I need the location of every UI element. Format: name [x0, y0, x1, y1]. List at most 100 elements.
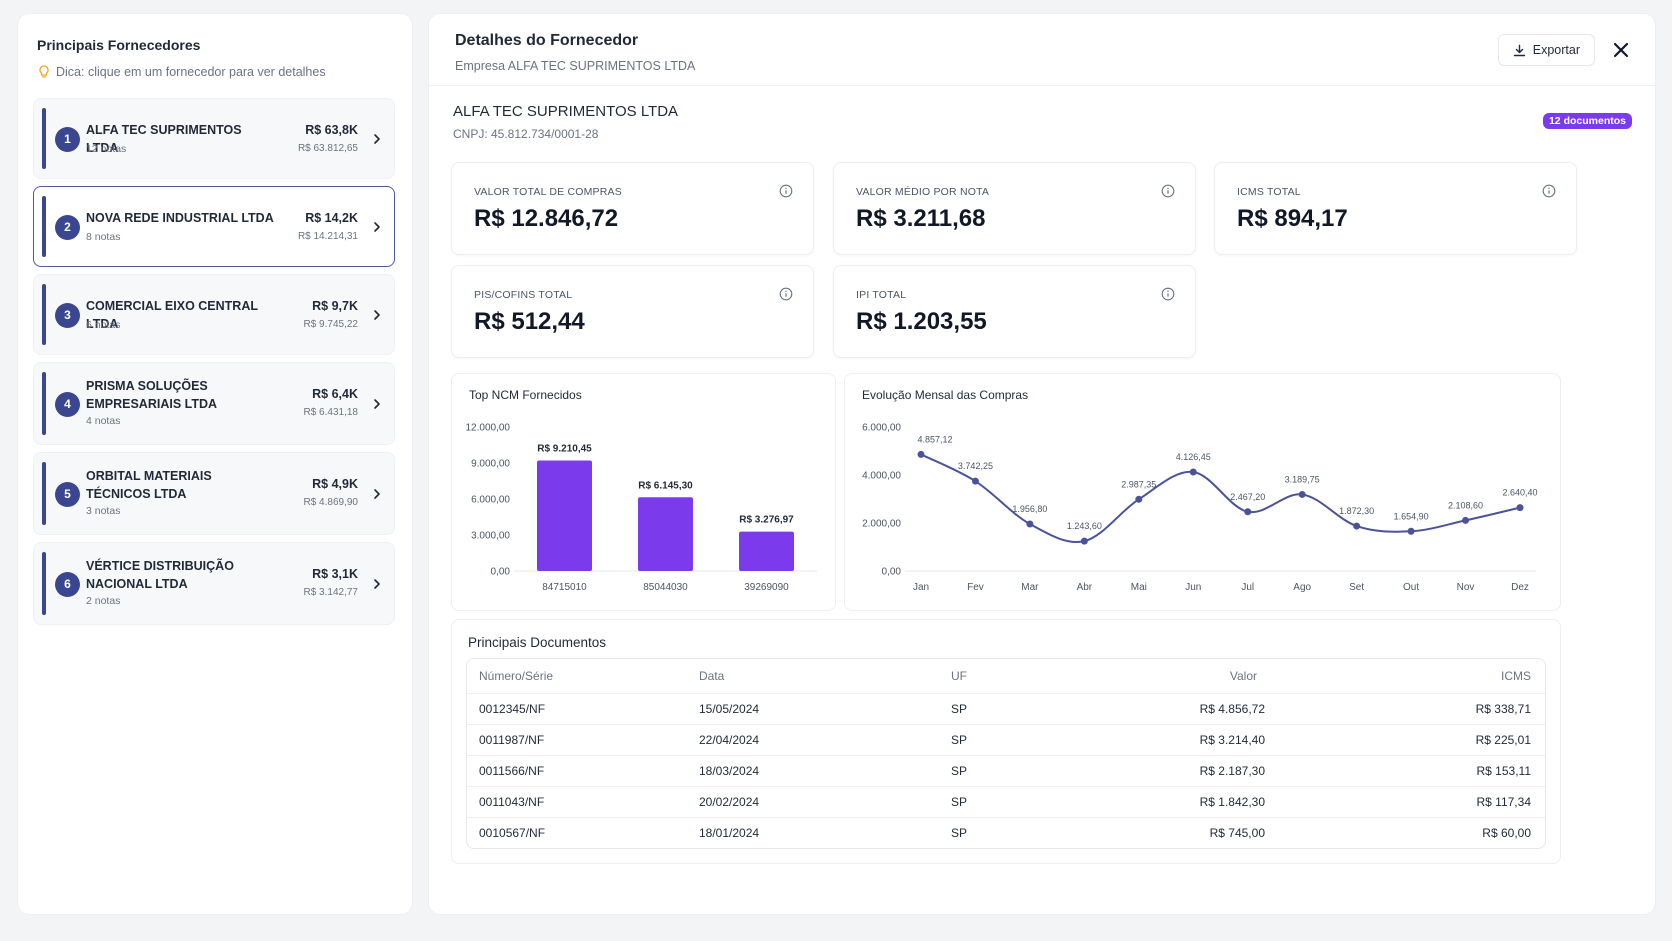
- supplier-item[interactable]: 2 NOVA REDE INDUSTRIAL LTDA 8 notas R$ 1…: [33, 186, 395, 267]
- data-point: [1407, 527, 1415, 535]
- kpi-card-average: VALOR MÉDIO POR NOTA R$ 3.211,68: [833, 162, 1196, 255]
- supplier-amount-full: R$ 9.745,22: [303, 319, 359, 330]
- cell-date: 18/03/2024: [699, 764, 760, 778]
- company-cnpj: CNPJ: 45.812.734/0001-28: [453, 127, 599, 141]
- rank-badge: 6: [55, 571, 80, 597]
- supplier-amount: R$ 9,7K: [312, 299, 358, 313]
- cell-date: 20/02/2024: [699, 795, 760, 809]
- chevron-right-icon: [374, 578, 380, 589]
- x-tick-label: Out: [1403, 582, 1419, 593]
- rank-badge: 3: [55, 302, 80, 328]
- supplier-amount: R$ 63,8K: [305, 123, 358, 137]
- table-row[interactable]: 0011043/NF 20/02/2024 SP R$ 1.842,30 R$ …: [467, 786, 1545, 817]
- supplier-accent-bar: [42, 462, 46, 525]
- export-button[interactable]: Exportar: [1497, 34, 1595, 66]
- ncm-bar-chart: 0,00 3.000,00 6.000,00 9.000,00 12.000,00 R$ …: [466, 423, 817, 593]
- supplier-notes: 2 notas: [86, 595, 121, 607]
- table-row[interactable]: 0011987/NF 22/04/2024 SP R$ 3.214,40 R$ …: [467, 724, 1545, 755]
- chevron-right-icon: [374, 133, 380, 144]
- bar: [739, 531, 794, 571]
- cell-value: R$ 4.856,72: [1199, 702, 1265, 716]
- supplier-accent-bar: [42, 108, 46, 169]
- supplier-amount: R$ 14,2K: [305, 211, 358, 225]
- point-value-label: 2.467,20: [1230, 492, 1265, 502]
- x-tick-label: Jan: [913, 582, 929, 593]
- cell-date: 15/05/2024: [699, 702, 760, 716]
- info-icon[interactable]: [779, 287, 793, 301]
- company-name: ALFA TEC SUPRIMENTOS LTDA: [453, 103, 679, 120]
- x-tick-label: 85044030: [643, 582, 688, 593]
- kpi-card-piscofins: PIS/COFINS TOTAL R$ 512,44: [451, 265, 814, 358]
- cell-uf: SP: [951, 795, 968, 809]
- supplier-name: PRISMA SOLUÇÕES EMPRESARIAIS LTDA: [86, 379, 218, 411]
- table-row[interactable]: 0011566/NF 18/03/2024 SP R$ 2.187,30 R$ …: [467, 755, 1545, 786]
- supplier-notes: 3 notas: [86, 505, 121, 517]
- chevron-right-icon: [374, 221, 380, 232]
- supplier-item[interactable]: 3 COMERCIAL EIXO CENTRAL LTDA 6 notas R$…: [33, 274, 395, 355]
- ncm-chart-card: Top NCM Fornecidos 0,00 3.000,00 6.000,00 9…: [451, 373, 836, 611]
- supplier-name: ORBITAL MATERIAIS TÉCNICOS LTDA: [86, 469, 212, 501]
- x-tick-label: 84715010: [542, 582, 587, 593]
- info-icon[interactable]: [1542, 184, 1556, 198]
- data-point: [1462, 516, 1470, 524]
- col-header-number: Número/Série: [479, 669, 554, 683]
- bar-value-label: R$ 9.210,45: [537, 443, 592, 454]
- y-tick-label: 6.000,00: [862, 423, 901, 434]
- kpi-label: ICMS TOTAL: [1237, 186, 1301, 198]
- documents-card: Principais Documentos Número/Série Data …: [451, 619, 1561, 864]
- chevron-right-icon: [374, 398, 380, 409]
- info-icon[interactable]: [1161, 287, 1175, 301]
- supplier-accent-bar: [42, 372, 46, 435]
- cell-uf: SP: [951, 826, 968, 840]
- chevron-right-icon: [374, 488, 380, 499]
- data-point: [917, 450, 925, 458]
- monthly-line-chart: 0,00 2.000,00 4.000,00 6.000,00 4.857,12 Jan 3…: [862, 423, 1537, 594]
- table-row[interactable]: 0012345/NF 15/05/2024 SP R$ 4.856,72 R$ …: [467, 693, 1545, 724]
- documents-table: Número/Série Data UF Valor ICMS 0012345/…: [466, 658, 1546, 849]
- col-header-date: Data: [699, 669, 725, 683]
- detail-title: Detalhes do Fornecedor: [455, 32, 639, 49]
- data-point: [1135, 495, 1143, 503]
- cell-icms: R$ 153,11: [1476, 764, 1532, 778]
- series-line: [920, 453, 1521, 544]
- point-value-label: 3.742,25: [958, 461, 993, 471]
- supplier-amount-full: R$ 3.142,77: [303, 587, 359, 598]
- cell-icms: R$ 225,01: [1475, 733, 1531, 747]
- header-divider: [429, 85, 1655, 86]
- data-point: [1026, 520, 1034, 528]
- supplier-item[interactable]: 5 ORBITAL MATERIAIS TÉCNICOS LTDA 3 nota…: [33, 452, 395, 535]
- col-header-uf: UF: [951, 669, 967, 683]
- documents-title: Principais Documentos: [468, 635, 607, 650]
- supplier-name: ALFA TEC SUPRIMENTOS LTDA: [86, 123, 242, 155]
- cell-date: 18/01/2024: [699, 826, 760, 840]
- monthly-chart-card: Evolução Mensal das Compras 0,00 2.000,00…: [844, 373, 1561, 611]
- kpi-value: R$ 12.846,72: [474, 205, 619, 232]
- x-tick-label: Nov: [1457, 582, 1475, 593]
- cell-date: 22/04/2024: [699, 733, 760, 747]
- supplier-detail-panel: Detalhes do Fornecedor Empresa ALFA TEC …: [428, 13, 1656, 915]
- data-point: [1244, 508, 1252, 516]
- cell-value: R$ 3.214,40: [1199, 733, 1265, 747]
- cell-uf: SP: [951, 764, 968, 778]
- data-point: [1189, 468, 1197, 476]
- supplier-accent-bar: [42, 284, 46, 345]
- tip: Dica: clique em um fornecedor para ver d…: [38, 65, 326, 79]
- cell-value: R$ 745,00: [1209, 826, 1265, 840]
- supplier-notes: 12 notas: [86, 143, 127, 155]
- x-tick-label: Jun: [1185, 582, 1201, 593]
- supplier-item[interactable]: 6 VÉRTICE DISTRIBUIÇÃO NACIONAL LTDA 2 n…: [33, 542, 395, 625]
- table-row[interactable]: 0010567/NF 18/01/2024 SP R$ 745,00 R$ 60…: [467, 817, 1545, 848]
- cell-value: R$ 2.187,30: [1199, 764, 1265, 778]
- supplier-name: COMERCIAL EIXO CENTRAL LTDA: [86, 299, 258, 331]
- x-tick-label: Fev: [967, 582, 984, 593]
- detail-subtitle: Empresa ALFA TEC SUPRIMENTOS LTDA: [455, 59, 696, 73]
- close-icon[interactable]: [1611, 40, 1631, 60]
- info-icon[interactable]: [779, 184, 793, 198]
- cell-number: 0011987/NF: [479, 733, 545, 747]
- info-icon[interactable]: [1161, 184, 1175, 198]
- x-tick-label: Mar: [1021, 582, 1039, 593]
- bar: [638, 497, 693, 571]
- supplier-item[interactable]: 4 PRISMA SOLUÇÕES EMPRESARIAIS LTDA 4 no…: [33, 362, 395, 445]
- kpi-value: R$ 3.211,68: [856, 205, 986, 232]
- supplier-item[interactable]: 1 ALFA TEC SUPRIMENTOS LTDA 12 notas R$ …: [33, 98, 395, 179]
